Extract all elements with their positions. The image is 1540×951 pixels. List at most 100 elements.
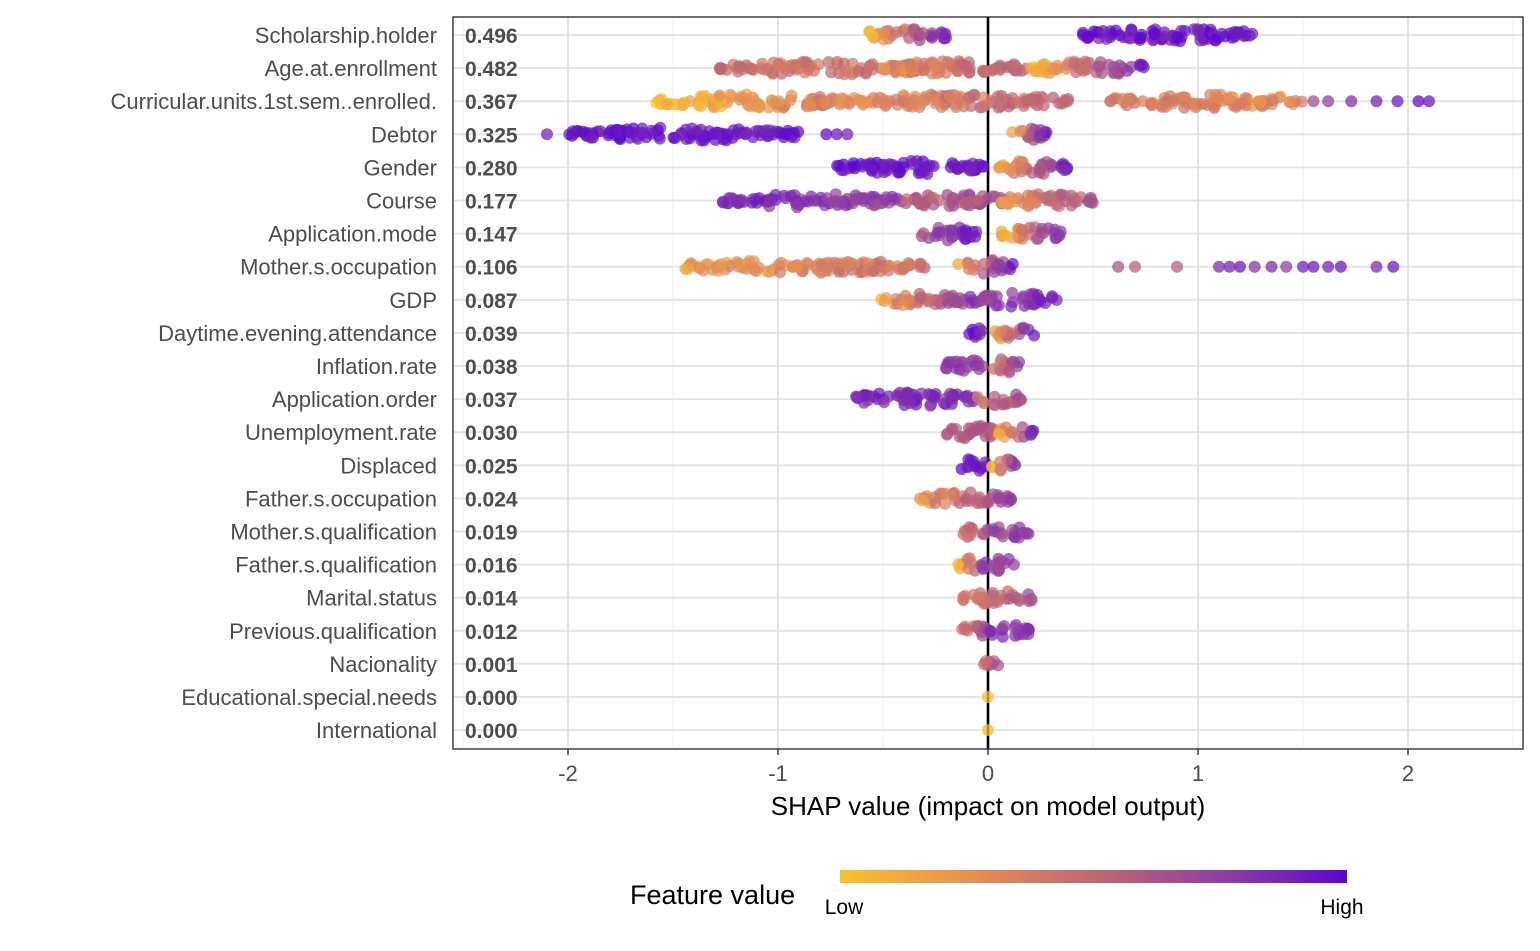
shap-point — [893, 165, 906, 178]
shap-point — [867, 265, 880, 278]
shap-point — [1104, 95, 1117, 108]
shap-point — [1016, 421, 1029, 434]
shap-point — [682, 262, 695, 275]
shap-point — [1005, 300, 1018, 313]
shap-point — [1058, 93, 1071, 106]
shap-point — [995, 225, 1008, 238]
shap-point — [963, 521, 976, 534]
shap-point — [878, 294, 891, 307]
feature-points — [716, 188, 1099, 214]
x-tick-label: 2 — [1402, 761, 1414, 786]
shap-point — [929, 497, 942, 510]
shap-point — [973, 328, 986, 341]
shap-point — [982, 691, 994, 703]
shap-point — [939, 487, 952, 500]
importance-value: 0.024 — [465, 488, 518, 511]
shap-point — [804, 99, 817, 112]
shap-point — [917, 227, 930, 240]
feature-label: Debtor — [371, 122, 437, 147]
shap-point — [753, 192, 766, 205]
shap-point — [1082, 30, 1095, 43]
feature-label: Curricular.units.1st.sem..enrolled. — [111, 89, 437, 114]
feature-label: Gender — [364, 155, 437, 180]
shap-point — [1005, 494, 1017, 506]
shap-point — [1167, 94, 1180, 107]
shap-point — [973, 363, 986, 375]
shap-point — [715, 100, 728, 113]
importance-value: 0.019 — [465, 522, 518, 545]
shap-point — [916, 26, 929, 39]
shap-point — [1191, 23, 1204, 36]
shap-point — [982, 496, 995, 509]
shap-point — [1412, 95, 1425, 108]
importance-value: 0.001 — [465, 654, 518, 677]
shap-point — [693, 262, 706, 275]
feature-label: Daytime.evening.attendance — [158, 321, 437, 346]
shap-point — [997, 398, 1010, 410]
shap-point — [727, 124, 740, 137]
shap-point — [988, 525, 1000, 538]
feature-label: Mother.s.qualification — [230, 520, 437, 545]
shap-point — [993, 428, 1006, 441]
shap-point — [720, 134, 733, 147]
shap-point — [1136, 59, 1149, 71]
feature-label: Application.order — [272, 387, 437, 412]
shap-point — [1016, 224, 1029, 236]
shap-point — [879, 194, 892, 207]
shap-point — [800, 257, 813, 269]
shap-point — [1028, 329, 1041, 342]
shap-point — [636, 126, 649, 139]
shap-point — [1029, 65, 1042, 77]
importance-value: 0.030 — [465, 422, 518, 445]
importance-value: 0.496 — [465, 25, 518, 48]
shap-point — [1109, 24, 1122, 37]
shap-point — [959, 224, 972, 237]
shap-point — [1148, 28, 1161, 41]
shap-point — [730, 256, 743, 269]
shap-point — [764, 124, 776, 137]
shap-point — [1194, 34, 1207, 47]
shap-point — [1005, 426, 1018, 439]
shap-point — [1423, 95, 1435, 108]
shap-point — [900, 193, 913, 206]
importance-value: 0.367 — [465, 91, 518, 114]
shap-point — [1295, 95, 1308, 108]
feature-label: Nacionality — [329, 652, 437, 677]
shap-point — [958, 620, 971, 633]
shap-point — [954, 90, 967, 103]
feature-label: GDP — [389, 288, 437, 313]
feature-points — [963, 321, 1041, 345]
shap-point — [739, 128, 752, 141]
shap-point — [952, 258, 965, 271]
shap-point — [897, 263, 910, 276]
shap-point — [612, 125, 625, 138]
shap-point — [967, 588, 980, 601]
feature-points — [875, 286, 1063, 313]
shap-point — [1034, 129, 1047, 142]
shap-point — [1094, 56, 1107, 69]
legend: Feature value Low High — [630, 870, 1364, 919]
shap-point — [992, 101, 1005, 114]
shap-point — [738, 195, 750, 208]
shap-point — [625, 126, 638, 139]
shap-point — [962, 395, 975, 408]
shap-point — [1037, 99, 1050, 112]
shap-point — [918, 64, 931, 76]
shap-point — [924, 399, 937, 412]
shap-point — [1345, 95, 1358, 108]
importance-value: 0.038 — [465, 356, 518, 379]
shap-point — [962, 562, 975, 575]
shap-point — [1065, 199, 1078, 212]
shap-point — [674, 129, 687, 142]
shap-point — [820, 128, 833, 141]
feature-points — [952, 552, 1020, 577]
importance-value: 0.325 — [465, 124, 518, 147]
importance-value: 0.039 — [465, 323, 518, 346]
shap-point — [1171, 31, 1184, 44]
shap-point — [977, 267, 990, 280]
shap-point — [889, 93, 902, 106]
shap-point — [1307, 95, 1320, 108]
shap-point — [786, 59, 799, 71]
shap-point — [1266, 94, 1279, 107]
shap-points — [541, 23, 1435, 737]
